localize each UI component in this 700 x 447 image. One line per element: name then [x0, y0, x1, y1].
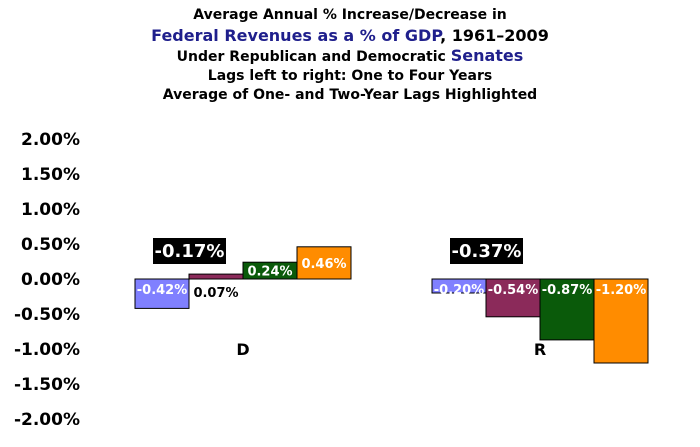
title-line-3: Under Republican and Democratic Senates: [0, 46, 700, 67]
bar-value-label: -0.20%: [434, 283, 485, 298]
bar: [134, 278, 190, 309]
bar: [593, 278, 649, 364]
bar-value-label: 0.46%: [301, 257, 346, 272]
title-line-1: Average Annual % Increase/Decrease in: [193, 7, 507, 23]
title-line-2: Federal Revenues as a % of GDP, 1961–200…: [0, 25, 700, 46]
y-tick-label: 0.50%: [21, 235, 80, 255]
bar: [188, 273, 244, 280]
bar-value-label: 0.24%: [247, 265, 292, 280]
bar-labels: -0.42% 0.07% 0.24% 0.46% -0.20% -0.54% -0.87% -…: [137, 257, 647, 301]
average-badge-label: -0.17%: [155, 241, 225, 262]
average-badge: [450, 238, 523, 264]
y-axis: 2.00% 1.50% 1.00% 0.50% 0.00% -0.50% -1.00% -1.…: [14, 130, 80, 430]
average-badge-label: -0.37%: [452, 241, 522, 262]
y-tick-label: -2.00%: [14, 410, 80, 430]
y-tick-label: 1.00%: [21, 200, 80, 220]
average-badge: [153, 238, 226, 264]
bars: [134, 246, 649, 364]
title-line-3-pre: Under Republican and Democratic: [176, 49, 451, 65]
category-label: R: [534, 340, 546, 359]
bar: [296, 246, 352, 280]
title-line-4: Lags left to right: One to Four Years: [207, 68, 493, 84]
y-tick-label: -1.00%: [14, 340, 80, 360]
y-tick-label: -0.50%: [14, 305, 80, 325]
y-tick-label: 1.50%: [21, 165, 80, 185]
bar-value-label: 0.07%: [193, 286, 238, 301]
bar: [539, 278, 595, 341]
title-line-3-accent: Senates: [450, 46, 524, 65]
chart-title: Average Annual % Increase/Decrease in Fe…: [0, 6, 700, 105]
bar-value-label: -0.87%: [542, 283, 593, 298]
title-line-5: Average of One- and Two-Year Lags Highli…: [162, 87, 538, 103]
y-tick-label: 2.00%: [21, 130, 80, 150]
bar-value-label: -0.42%: [137, 283, 188, 298]
bar: [485, 278, 541, 318]
title-line-2-accent: Federal Revenues as a % of GDP: [151, 26, 441, 45]
y-tick-label: 0.00%: [21, 270, 80, 290]
category-label: D: [236, 340, 249, 359]
y-tick-label: -1.50%: [14, 375, 80, 395]
average-highlights: -0.17% -0.37%: [153, 238, 523, 264]
title-line-2-rest: , 1961–2009: [440, 26, 549, 45]
bar-value-label: -1.20%: [596, 283, 647, 298]
bar-value-label: -0.54%: [488, 283, 539, 298]
